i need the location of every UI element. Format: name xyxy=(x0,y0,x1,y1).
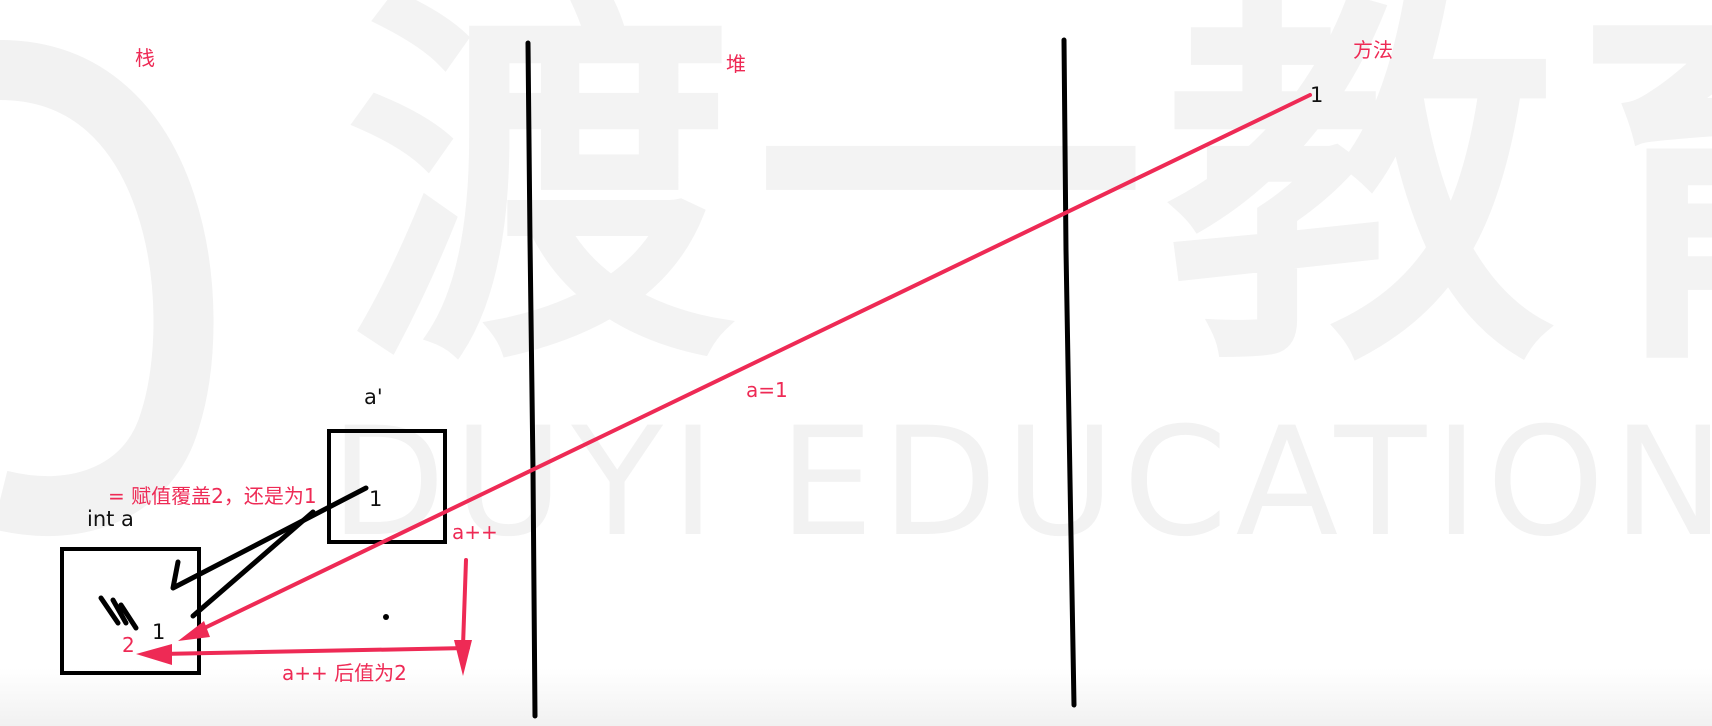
heap-label: 堆 xyxy=(726,52,746,76)
stack-label: 栈 xyxy=(135,46,155,70)
a-plus-plus-down-line xyxy=(461,558,468,648)
copy-stroke-lower xyxy=(190,509,316,619)
a-plus-plus-result-label: a++ 后值为2 xyxy=(282,661,407,685)
watermark-logo-arc xyxy=(0,40,214,537)
increment-result-arrowhead xyxy=(136,644,172,665)
method-label: 方法 xyxy=(1353,38,1393,62)
int-a-value: 1 xyxy=(152,620,166,644)
a-plus-plus-down-arrowhead xyxy=(454,640,472,676)
a-equals-1-label: a=1 xyxy=(746,378,788,402)
a-prime-value: 1 xyxy=(369,487,383,511)
watermark-chinese: 渡一教育 xyxy=(345,0,1712,412)
a-plus-plus-label: a++ xyxy=(452,520,498,544)
increment-result-line xyxy=(158,646,470,656)
dot-mark xyxy=(383,614,389,620)
stack-heap-divider xyxy=(525,40,538,719)
method-value: 1 xyxy=(1310,83,1324,107)
a-prime-label: a' xyxy=(364,385,383,409)
result-two-label: 2 xyxy=(122,633,135,657)
scratch-marks xyxy=(98,595,139,631)
int-a-label: int a xyxy=(87,507,134,531)
assignment-note: = 赋值覆盖2，还是为1 xyxy=(108,484,317,508)
watermark-english: DUYI EDUCATION xyxy=(330,396,1712,570)
heap-method-divider xyxy=(1061,37,1077,708)
method-to-a-arrowhead xyxy=(178,621,210,641)
method-to-a-line xyxy=(190,93,1312,636)
a-prime-box xyxy=(327,429,447,544)
